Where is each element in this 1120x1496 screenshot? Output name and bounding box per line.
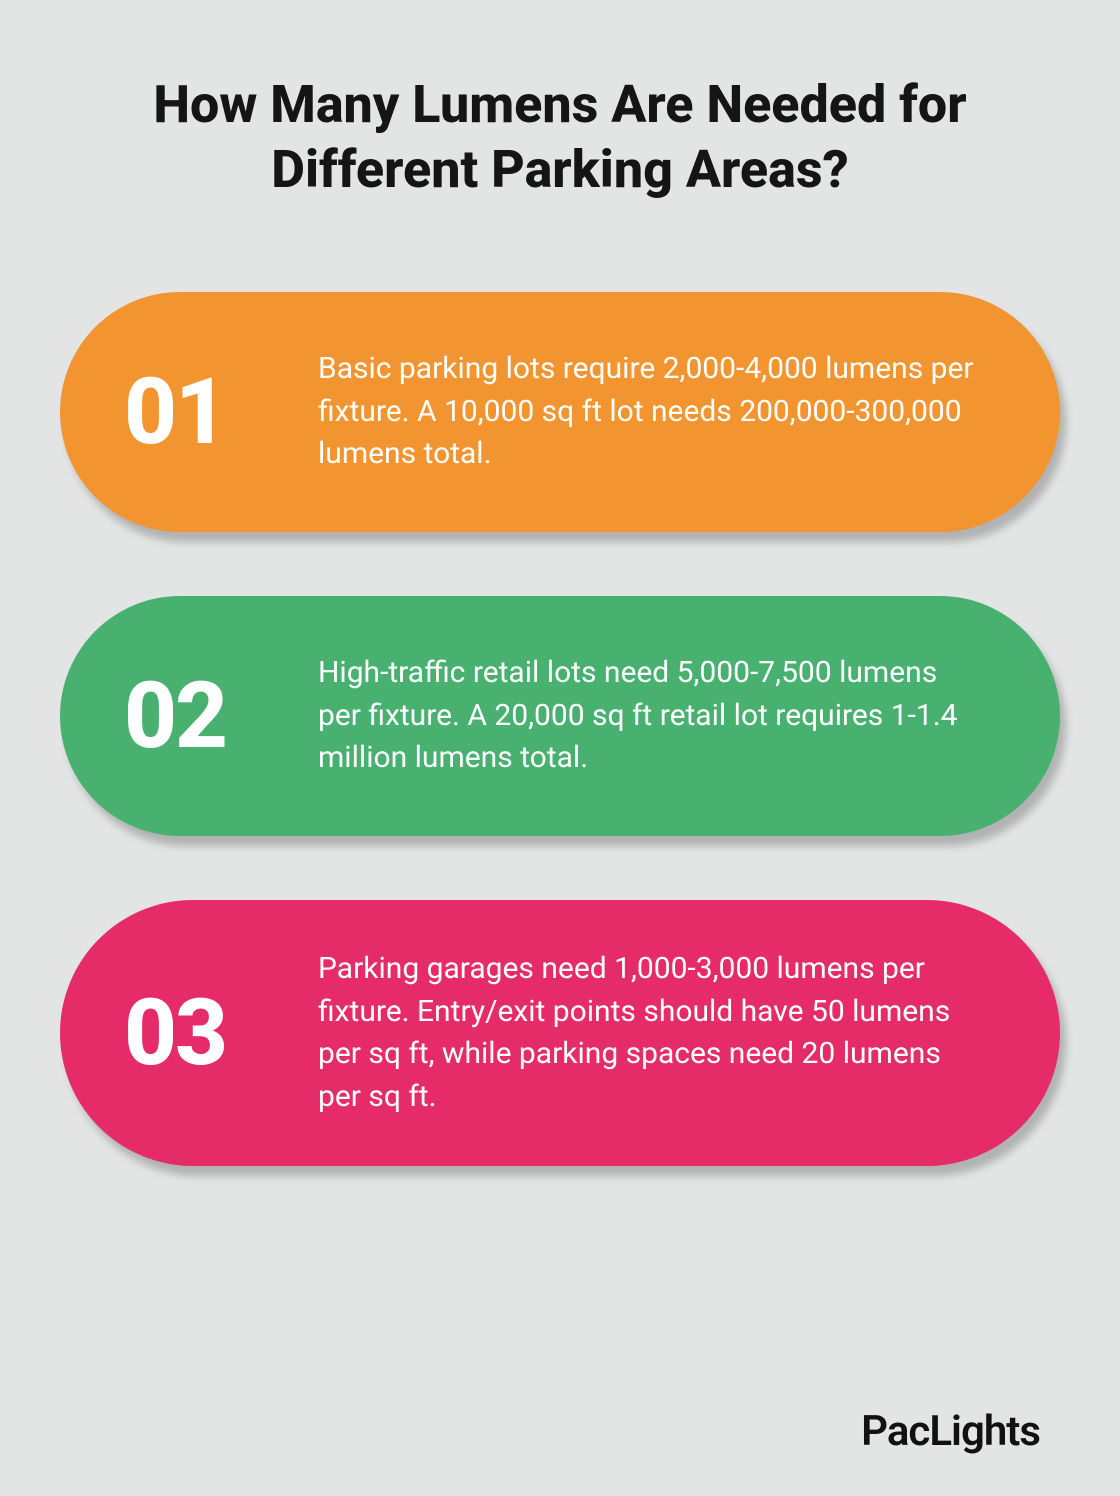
brand-logo: PacLights bbox=[861, 1407, 1040, 1456]
card-text: Parking garages need 1,000-3,000 lumens … bbox=[318, 948, 980, 1118]
card-number: 01 bbox=[124, 359, 274, 466]
card-text: High-traffic retail lots need 5,000-7,50… bbox=[318, 652, 980, 780]
info-card-03: 03 Parking garages need 1,000-3,000 lume… bbox=[60, 900, 1060, 1166]
cards-container: 01 Basic parking lots require 2,000-4,00… bbox=[60, 292, 1060, 1377]
card-text: Basic parking lots require 2,000-4,000 l… bbox=[318, 348, 980, 476]
page-title: How Many Lumens Are Needed for Different… bbox=[60, 72, 1060, 202]
info-card-01: 01 Basic parking lots require 2,000-4,00… bbox=[60, 292, 1060, 532]
card-number: 03 bbox=[124, 980, 274, 1087]
footer: PacLights bbox=[60, 1407, 1060, 1456]
info-card-02: 02 High-traffic retail lots need 5,000-7… bbox=[60, 596, 1060, 836]
card-number: 02 bbox=[124, 663, 274, 770]
